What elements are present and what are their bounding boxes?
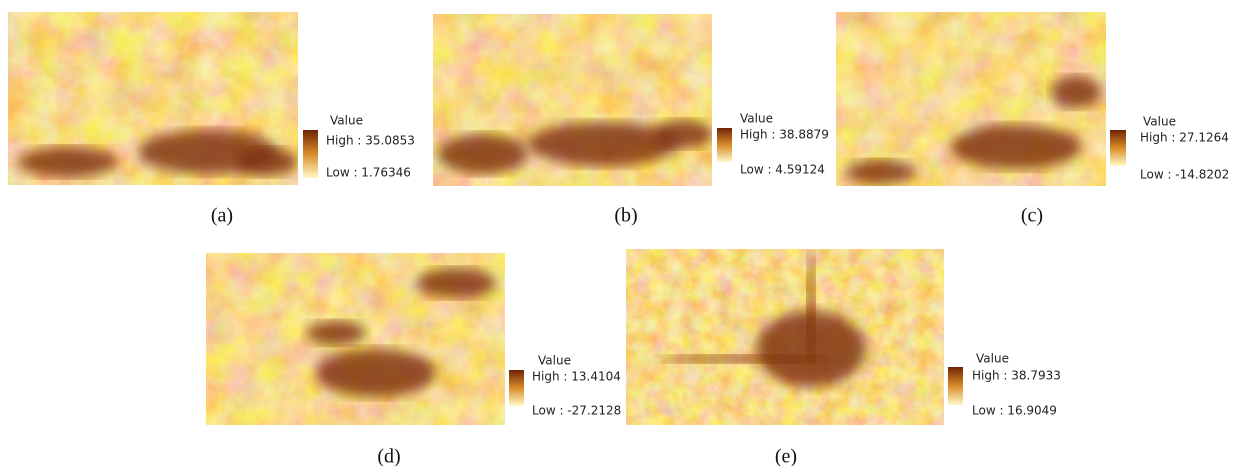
legend-high: High : 38.8879 (740, 128, 829, 142)
legend-low: Low : 16.9049 (972, 404, 1057, 418)
legend-low: Low : -27.2128 (532, 404, 621, 418)
map-panel: Value High : 13.4104 Low : -27.2128 (d) (206, 253, 621, 466)
legend-high: High : 35.0853 (326, 134, 415, 148)
map-panel: Value High : 27.1264 Low : -14.8202 (c) (836, 12, 1229, 227)
figure: ValueHigh : 35.0853Low : 1.76346(a)Value… (0, 0, 1234, 466)
legend-title: Value (538, 354, 571, 368)
legend-title: Value (976, 352, 1009, 366)
map-image (206, 253, 505, 425)
legend-title: Value (330, 114, 363, 128)
legend-low: Low : 1.76346 (326, 166, 411, 180)
legend-title: Value (1143, 115, 1176, 129)
legend-low: Low : 4.59124 (740, 163, 825, 177)
panel-caption: (a) (211, 205, 233, 227)
panel-caption: (d) (377, 446, 400, 466)
legend-bar (509, 370, 524, 406)
legend-title: Value (740, 112, 773, 126)
map-image (836, 12, 1106, 186)
legend-bar (1110, 130, 1126, 166)
legend-high: High : 13.4104 (532, 370, 621, 384)
legend-bar (717, 128, 732, 162)
map-image (433, 14, 713, 186)
map-panel: Value High : 38.8879 Low : 4.59124 (b) (433, 14, 829, 227)
legend-low: Low : -14.8202 (1140, 168, 1229, 182)
panel-caption: (c) (1021, 205, 1043, 227)
map-image (626, 249, 944, 425)
panel-caption: (b) (614, 205, 637, 227)
legend-high: High : 38.7933 (972, 369, 1061, 383)
map-panel: Value High : 35.0853 Low : 1.76346 (a) (8, 12, 415, 227)
page: {"panels": [ {"legend_title": "Value", "… (0, 0, 1234, 466)
map-panel: Value High : 38.7933 Low : 16.9049 (e) (626, 249, 1061, 466)
legend-high: High : 27.1264 (1140, 131, 1229, 145)
panel-caption: (e) (775, 446, 797, 466)
legend-bar (303, 130, 318, 178)
legend-bar (948, 367, 963, 405)
map-image (8, 12, 298, 185)
